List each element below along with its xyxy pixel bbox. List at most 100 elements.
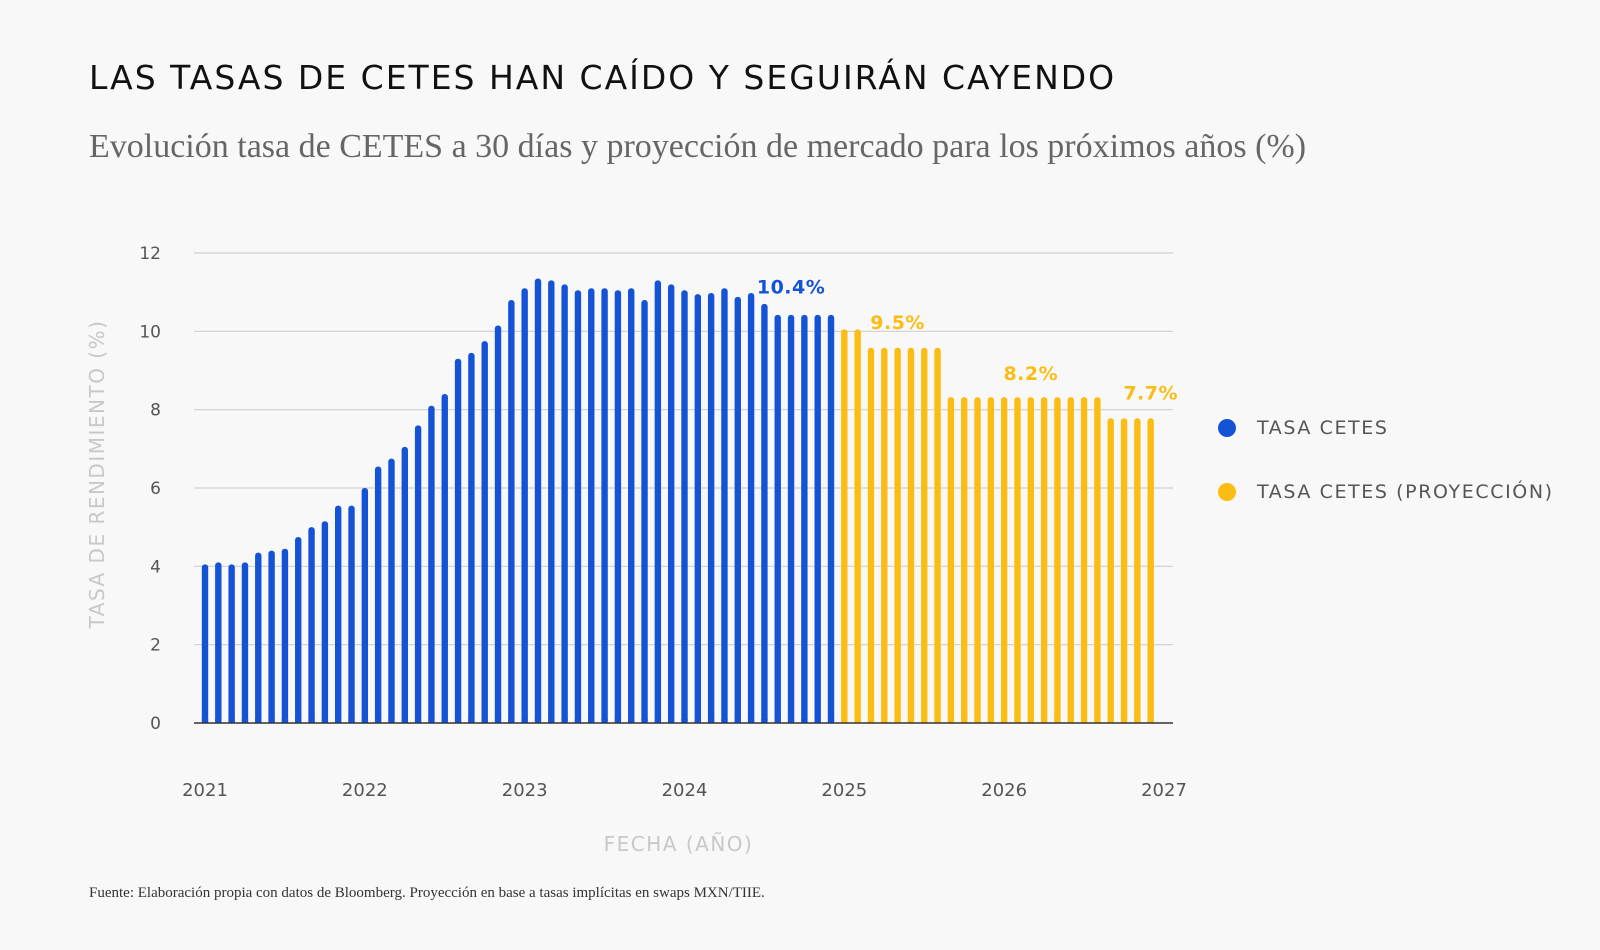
bar-actual-base	[694, 719, 702, 723]
bar-actual	[255, 552, 262, 723]
bar-actual	[268, 550, 275, 723]
bar-actual-base	[641, 719, 648, 723]
y-tick-label: 12	[139, 244, 161, 264]
bar-actual-base	[361, 719, 369, 723]
bar-actual-base	[401, 719, 408, 723]
bar-actual	[428, 405, 435, 723]
bar-actual	[228, 564, 235, 723]
x-tick-label: 2024	[662, 780, 708, 801]
x-tick-label: 2027	[1141, 780, 1187, 801]
bar-actual-base	[761, 719, 768, 723]
bar-projection-base	[1134, 719, 1141, 723]
bar-actual-base	[628, 719, 635, 723]
bar-actual	[348, 505, 355, 723]
bar-actual	[707, 292, 715, 723]
legend-label-actual: TASA CETES	[1257, 417, 1389, 439]
bar-actual-base	[454, 719, 462, 723]
bar-projection-base	[1107, 719, 1114, 723]
bar-actual	[561, 284, 568, 723]
bar-actual	[454, 358, 462, 723]
bar-actual-base	[268, 719, 275, 723]
bar-projection-base	[1054, 719, 1061, 723]
bar-projection	[987, 397, 995, 723]
bar-actual-base	[814, 719, 821, 723]
legend-item-projection: TASA CETES (PROYECCIÓN)	[1218, 479, 1554, 505]
bar-actual	[481, 341, 488, 723]
bar-actual-base	[494, 719, 502, 723]
bar-actual	[281, 548, 289, 723]
bar-projection-base	[854, 719, 861, 723]
bar-actual-base	[774, 719, 781, 723]
legend: TASA CETES TASA CETES (PROYECCIÓN)	[1218, 415, 1554, 543]
bar-actual	[588, 288, 595, 723]
bar-projection-base	[867, 719, 875, 723]
bar-projection-base	[934, 719, 941, 723]
y-tick-label: 0	[150, 714, 161, 734]
bar-actual	[295, 536, 302, 723]
data-label: 8.2%	[1003, 363, 1058, 385]
y-axis-title: TASA DE RENDIMIENTO (%)	[85, 320, 109, 630]
x-tick-label: 2025	[821, 780, 867, 801]
bar-actual	[388, 458, 395, 723]
bar-actual-base	[827, 719, 835, 723]
bar-actual	[241, 562, 249, 723]
bar-actual-base	[707, 719, 715, 723]
bar-actual	[734, 296, 741, 723]
data-label: 10.4%	[757, 277, 825, 299]
bar-actual-base	[201, 719, 209, 723]
bar-actual-base	[588, 719, 595, 723]
bar-actual	[548, 280, 555, 723]
bar-projection-base	[1094, 719, 1101, 723]
bar-actual-base	[721, 719, 728, 723]
bar-actual-base	[561, 719, 568, 723]
bar-projection	[921, 347, 928, 723]
bar-projection	[947, 397, 955, 723]
bar-actual	[694, 294, 702, 723]
bar-actual	[614, 290, 622, 723]
bar-projection	[881, 347, 888, 723]
bar-projection-base	[1040, 719, 1048, 723]
y-tick-label: 8	[150, 401, 161, 421]
bar-projection-base	[1120, 719, 1128, 723]
bar-projection	[974, 397, 981, 723]
bar-projection	[1080, 397, 1088, 723]
bar-actual	[801, 314, 808, 723]
bar-actual-base	[468, 719, 475, 723]
bar-actual	[787, 314, 795, 723]
bar-actual-base	[521, 719, 528, 723]
bar-actual-base	[481, 719, 488, 723]
bar-actual	[361, 488, 369, 723]
y-tick-label: 2	[150, 636, 161, 656]
bar-actual-base	[228, 719, 235, 723]
bar-projection	[867, 347, 875, 723]
bar-projection	[934, 347, 941, 723]
y-tick-label: 10	[139, 322, 161, 342]
bar-actual-base	[414, 719, 422, 723]
bar-projection	[1054, 397, 1061, 723]
bar-projection	[1067, 397, 1074, 723]
bar-actual-base	[601, 719, 608, 723]
bar-actual-base	[308, 719, 315, 723]
data-label: 9.5%	[870, 312, 925, 334]
bar-projection	[1014, 397, 1021, 723]
bar-projection-base	[1080, 719, 1088, 723]
bar-projection	[1027, 397, 1035, 723]
bar-actual-base	[374, 719, 382, 723]
bar-actual	[521, 288, 528, 723]
bar-projection-base	[1000, 719, 1008, 723]
bar-actual-base	[787, 719, 795, 723]
bar-projection-base	[841, 719, 848, 723]
bar-actual	[308, 527, 315, 723]
bar-projection-base	[1027, 719, 1035, 723]
bar-actual-base	[574, 719, 582, 723]
x-tick-label: 2021	[182, 780, 228, 801]
legend-dot-actual	[1218, 419, 1236, 437]
bar-actual	[508, 300, 515, 723]
bar-projection	[1107, 418, 1114, 723]
bar-projection-base	[881, 719, 888, 723]
bar-actual	[201, 564, 209, 723]
bar-actual	[574, 290, 582, 723]
chart-title: LAS TASAS DE CETES HAN CAÍDO Y SEGUIRÁN …	[89, 58, 1117, 97]
bar-actual-base	[747, 719, 755, 723]
